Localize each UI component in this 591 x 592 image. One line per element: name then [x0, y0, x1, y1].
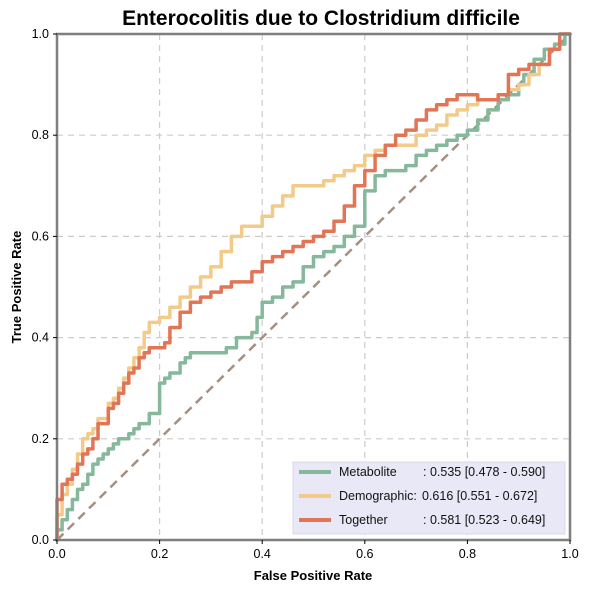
- y-tick-label: 0.2: [32, 432, 49, 446]
- legend-label-together: Together: [339, 513, 388, 527]
- y-tick-label: 0.8: [32, 128, 49, 142]
- legend-label-demographic: Demographic:: [339, 489, 417, 503]
- plot-frame: [55, 32, 572, 542]
- legend-auc-metabolite: : 0.535 [0.478 - 0.590]: [423, 465, 545, 479]
- legend-entry-demographic: Demographic: 0.616 [0.551 - 0.672]: [299, 489, 537, 503]
- x-tick-label: 0.4: [254, 547, 271, 561]
- roc-curve-metabolite: [55, 32, 572, 542]
- y-tick-label: 0.6: [32, 229, 49, 243]
- legend-entry-together: Together : 0.581 [0.523 - 0.649]: [299, 513, 545, 527]
- legend-box: [292, 461, 566, 535]
- y-tick-label: 0.0: [32, 533, 49, 547]
- x-tick-label: 0.8: [459, 547, 476, 561]
- x-axis-label: False Positive Rate: [254, 568, 373, 583]
- x-tick-label: 0.2: [151, 547, 168, 561]
- legend-auc-demographic: 0.616 [0.551 - 0.672]: [422, 489, 537, 503]
- roc-curves: [55, 32, 572, 542]
- legend: Metabolite : 0.535 [0.478 - 0.590] Demog…: [292, 461, 566, 535]
- x-tick-label: 0.6: [356, 547, 373, 561]
- y-axis-label: True Positive Rate: [9, 231, 24, 344]
- legend-entry-metabolite: Metabolite : 0.535 [0.478 - 0.590]: [299, 465, 545, 479]
- chart-title: Enterocolitis due to Clostridium diffici…: [122, 7, 520, 30]
- roc-curve-together: [55, 32, 572, 542]
- x-axis-ticks: 0.0 0.2 0.4 0.6 0.8 1.0: [48, 540, 579, 561]
- x-tick-label: 1.0: [561, 547, 578, 561]
- legend-label-metabolite: Metabolite: [339, 465, 397, 479]
- y-tick-label: 0.4: [32, 331, 49, 345]
- y-axis-ticks: 0.0 0.2 0.4 0.6 0.8 1.0: [32, 27, 57, 547]
- x-tick-label: 0.0: [48, 547, 65, 561]
- legend-auc-together: : 0.581 [0.523 - 0.649]: [423, 513, 545, 527]
- y-tick-label: 1.0: [32, 27, 49, 41]
